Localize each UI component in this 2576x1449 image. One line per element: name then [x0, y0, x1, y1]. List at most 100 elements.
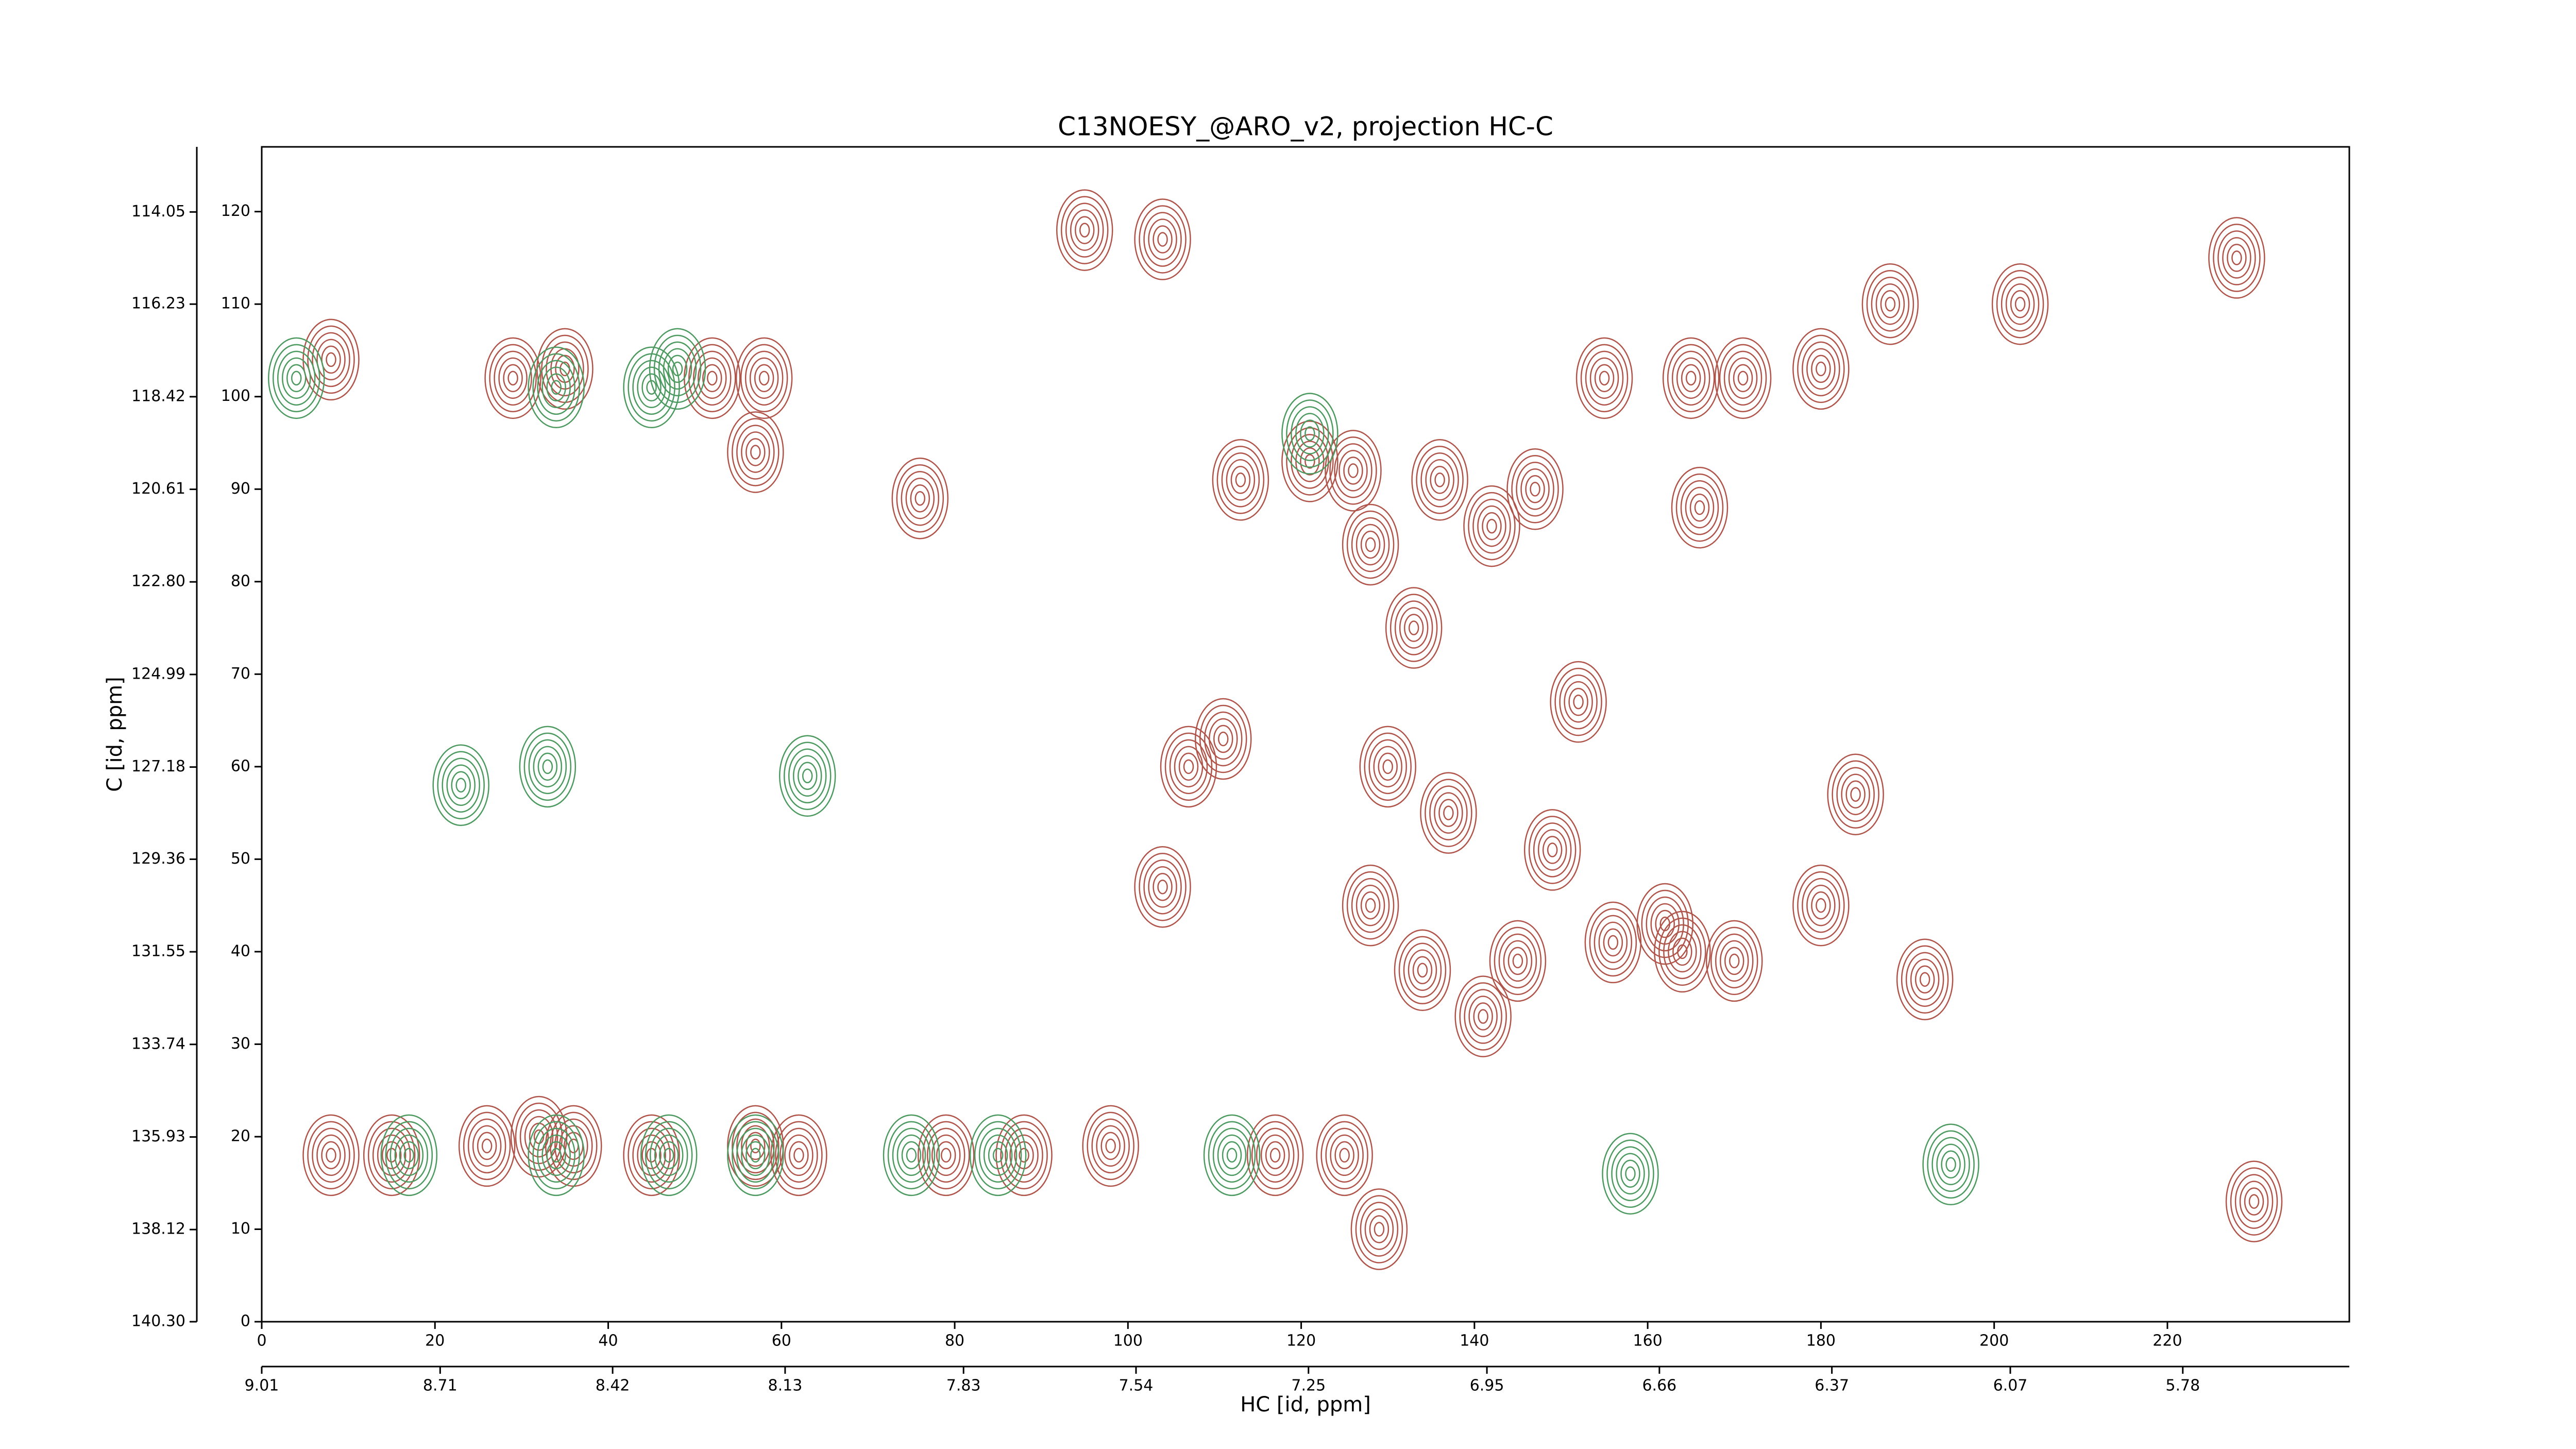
contour-level — [1672, 937, 1692, 966]
contour-level — [1281, 420, 1338, 502]
contour-level — [1542, 836, 1563, 864]
contour-level — [537, 752, 558, 781]
contour-level — [1005, 1127, 1043, 1183]
contour-level — [1792, 328, 1850, 410]
contour-level — [326, 1148, 336, 1163]
contour-level — [1901, 945, 1949, 1014]
contour-level — [1160, 726, 1217, 808]
contour-level — [1195, 698, 1252, 780]
contour-level — [1208, 1121, 1256, 1190]
x-tick-label: 220 — [2153, 1332, 2182, 1350]
x2-tick-label: 6.07 — [1993, 1377, 2028, 1395]
contour-level — [1134, 198, 1191, 280]
contour-level — [277, 350, 316, 406]
x-tick-label: 80 — [945, 1332, 964, 1350]
contour-level — [1802, 341, 1840, 397]
contour-level — [1472, 498, 1511, 554]
x2-tick-label: 6.95 — [1470, 1377, 1504, 1395]
contour-level — [1222, 1141, 1242, 1170]
contour-level — [442, 757, 480, 813]
contour-level — [1710, 926, 1758, 996]
contour-level — [1412, 956, 1433, 985]
contour-level — [1399, 607, 1429, 649]
contour-level — [1494, 926, 1542, 996]
contour-level — [628, 353, 675, 422]
contour-level — [1547, 843, 1558, 857]
contour-level — [1606, 1139, 1654, 1208]
contour-level — [1368, 739, 1407, 795]
contour-level — [688, 344, 736, 413]
contour-level — [2014, 296, 2026, 312]
contour-level — [1459, 982, 1507, 1051]
contour-level — [896, 464, 944, 533]
contour-level — [1091, 1118, 1130, 1174]
contour-level — [1169, 739, 1208, 795]
contour-level — [1286, 399, 1334, 468]
y-tick-label: 90 — [231, 480, 250, 498]
y-tick-label: 60 — [231, 757, 250, 775]
contour-level — [1658, 917, 1706, 986]
contour-level — [1425, 459, 1454, 501]
contour-level — [524, 1116, 554, 1158]
contour-level — [1511, 455, 1559, 524]
contour-level — [1724, 947, 1744, 975]
y2-tick-label: 129.36 — [131, 850, 185, 868]
contour-level — [532, 353, 580, 422]
contour-level — [1655, 909, 1675, 938]
contour-level — [1378, 752, 1398, 781]
x-tick-label: 40 — [598, 1332, 618, 1350]
contour-level — [623, 1114, 680, 1197]
contour-level — [645, 1121, 693, 1190]
y2-tick-label: 138.12 — [131, 1220, 185, 1238]
contour-level — [551, 380, 562, 395]
contour-level — [2244, 1187, 2264, 1216]
contour-level — [1594, 364, 1615, 393]
contour-level — [1203, 1114, 1261, 1197]
contour-level — [1212, 1127, 1251, 1183]
contour-level — [1217, 1134, 1247, 1176]
contour-level — [931, 1134, 961, 1176]
contour-level — [1607, 935, 1619, 950]
contour-level — [1269, 1148, 1281, 1163]
contour-level — [1880, 290, 1901, 318]
contour-level — [1134, 846, 1191, 928]
contour-level — [537, 1127, 575, 1183]
contour-level — [1482, 512, 1502, 541]
contour-level — [1927, 1130, 1975, 1199]
contour-level — [1845, 780, 1866, 808]
contour-level — [978, 1127, 1018, 1183]
contour-level — [1365, 537, 1376, 552]
contour-level — [1360, 891, 1381, 920]
y-tick-label: 110 — [221, 295, 250, 313]
y-tick-label: 70 — [231, 665, 250, 683]
y2-tick-label: 133.74 — [131, 1035, 185, 1053]
contour-level — [1919, 972, 1930, 987]
contour-level — [744, 350, 784, 406]
contour-level — [1148, 218, 1177, 260]
contour-level — [1694, 500, 1705, 515]
y-axis-label: C [id, ppm] — [103, 677, 127, 792]
contour-level — [546, 1141, 566, 1170]
x2-tick-label: 7.54 — [1119, 1377, 1154, 1395]
contour-level — [1523, 809, 1581, 891]
x-tick-label: 100 — [1113, 1332, 1143, 1350]
contour-level — [1218, 731, 1229, 747]
contour-level — [381, 1141, 402, 1170]
contour-level — [779, 1127, 818, 1183]
contour-level — [632, 1127, 671, 1183]
contour-level — [2001, 276, 2040, 332]
contour-level — [312, 332, 350, 387]
contour-level — [775, 1121, 823, 1190]
contour-level — [1014, 1141, 1034, 1170]
contour-level — [1420, 772, 1477, 854]
contour-level — [1477, 505, 1506, 547]
contour-level — [519, 726, 577, 808]
contour-level — [1425, 779, 1472, 847]
contour-level — [735, 337, 793, 419]
contour-level — [1256, 1127, 1295, 1183]
y2-tick-label: 114.05 — [131, 203, 185, 221]
contour-level — [472, 1125, 502, 1167]
contour-level — [1348, 463, 1359, 478]
contour-level — [1342, 864, 1399, 947]
contour-level — [403, 1148, 415, 1163]
